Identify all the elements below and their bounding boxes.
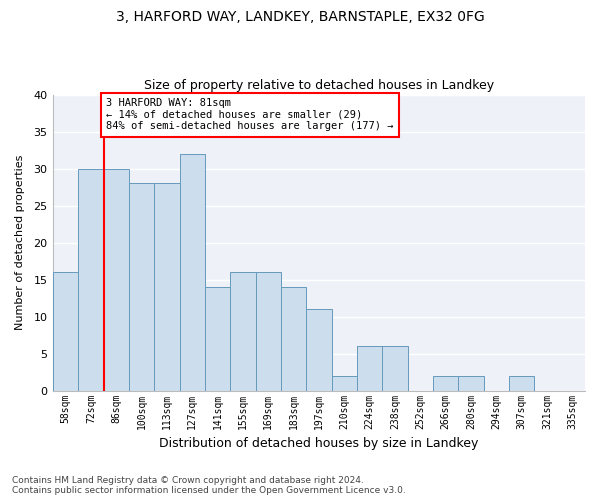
- Bar: [179, 154, 205, 390]
- Bar: [53, 272, 79, 390]
- Bar: [79, 168, 104, 390]
- X-axis label: Distribution of detached houses by size in Landkey: Distribution of detached houses by size …: [160, 437, 479, 450]
- Text: Contains HM Land Registry data © Crown copyright and database right 2024.
Contai: Contains HM Land Registry data © Crown c…: [12, 476, 406, 495]
- Bar: [256, 272, 281, 390]
- Text: 3, HARFORD WAY, LANDKEY, BARNSTAPLE, EX32 0FG: 3, HARFORD WAY, LANDKEY, BARNSTAPLE, EX3…: [116, 10, 484, 24]
- Bar: [154, 184, 179, 390]
- Bar: [382, 346, 407, 391]
- Bar: [433, 376, 458, 390]
- Title: Size of property relative to detached houses in Landkey: Size of property relative to detached ho…: [144, 79, 494, 92]
- Text: 3 HARFORD WAY: 81sqm
← 14% of detached houses are smaller (29)
84% of semi-detac: 3 HARFORD WAY: 81sqm ← 14% of detached h…: [106, 98, 394, 132]
- Bar: [307, 309, 332, 390]
- Bar: [129, 184, 154, 390]
- Bar: [205, 287, 230, 391]
- Bar: [230, 272, 256, 390]
- Bar: [104, 168, 129, 390]
- Y-axis label: Number of detached properties: Number of detached properties: [15, 155, 25, 330]
- Bar: [357, 346, 382, 391]
- Bar: [332, 376, 357, 390]
- Bar: [458, 376, 484, 390]
- Bar: [281, 287, 307, 391]
- Bar: [509, 376, 535, 390]
